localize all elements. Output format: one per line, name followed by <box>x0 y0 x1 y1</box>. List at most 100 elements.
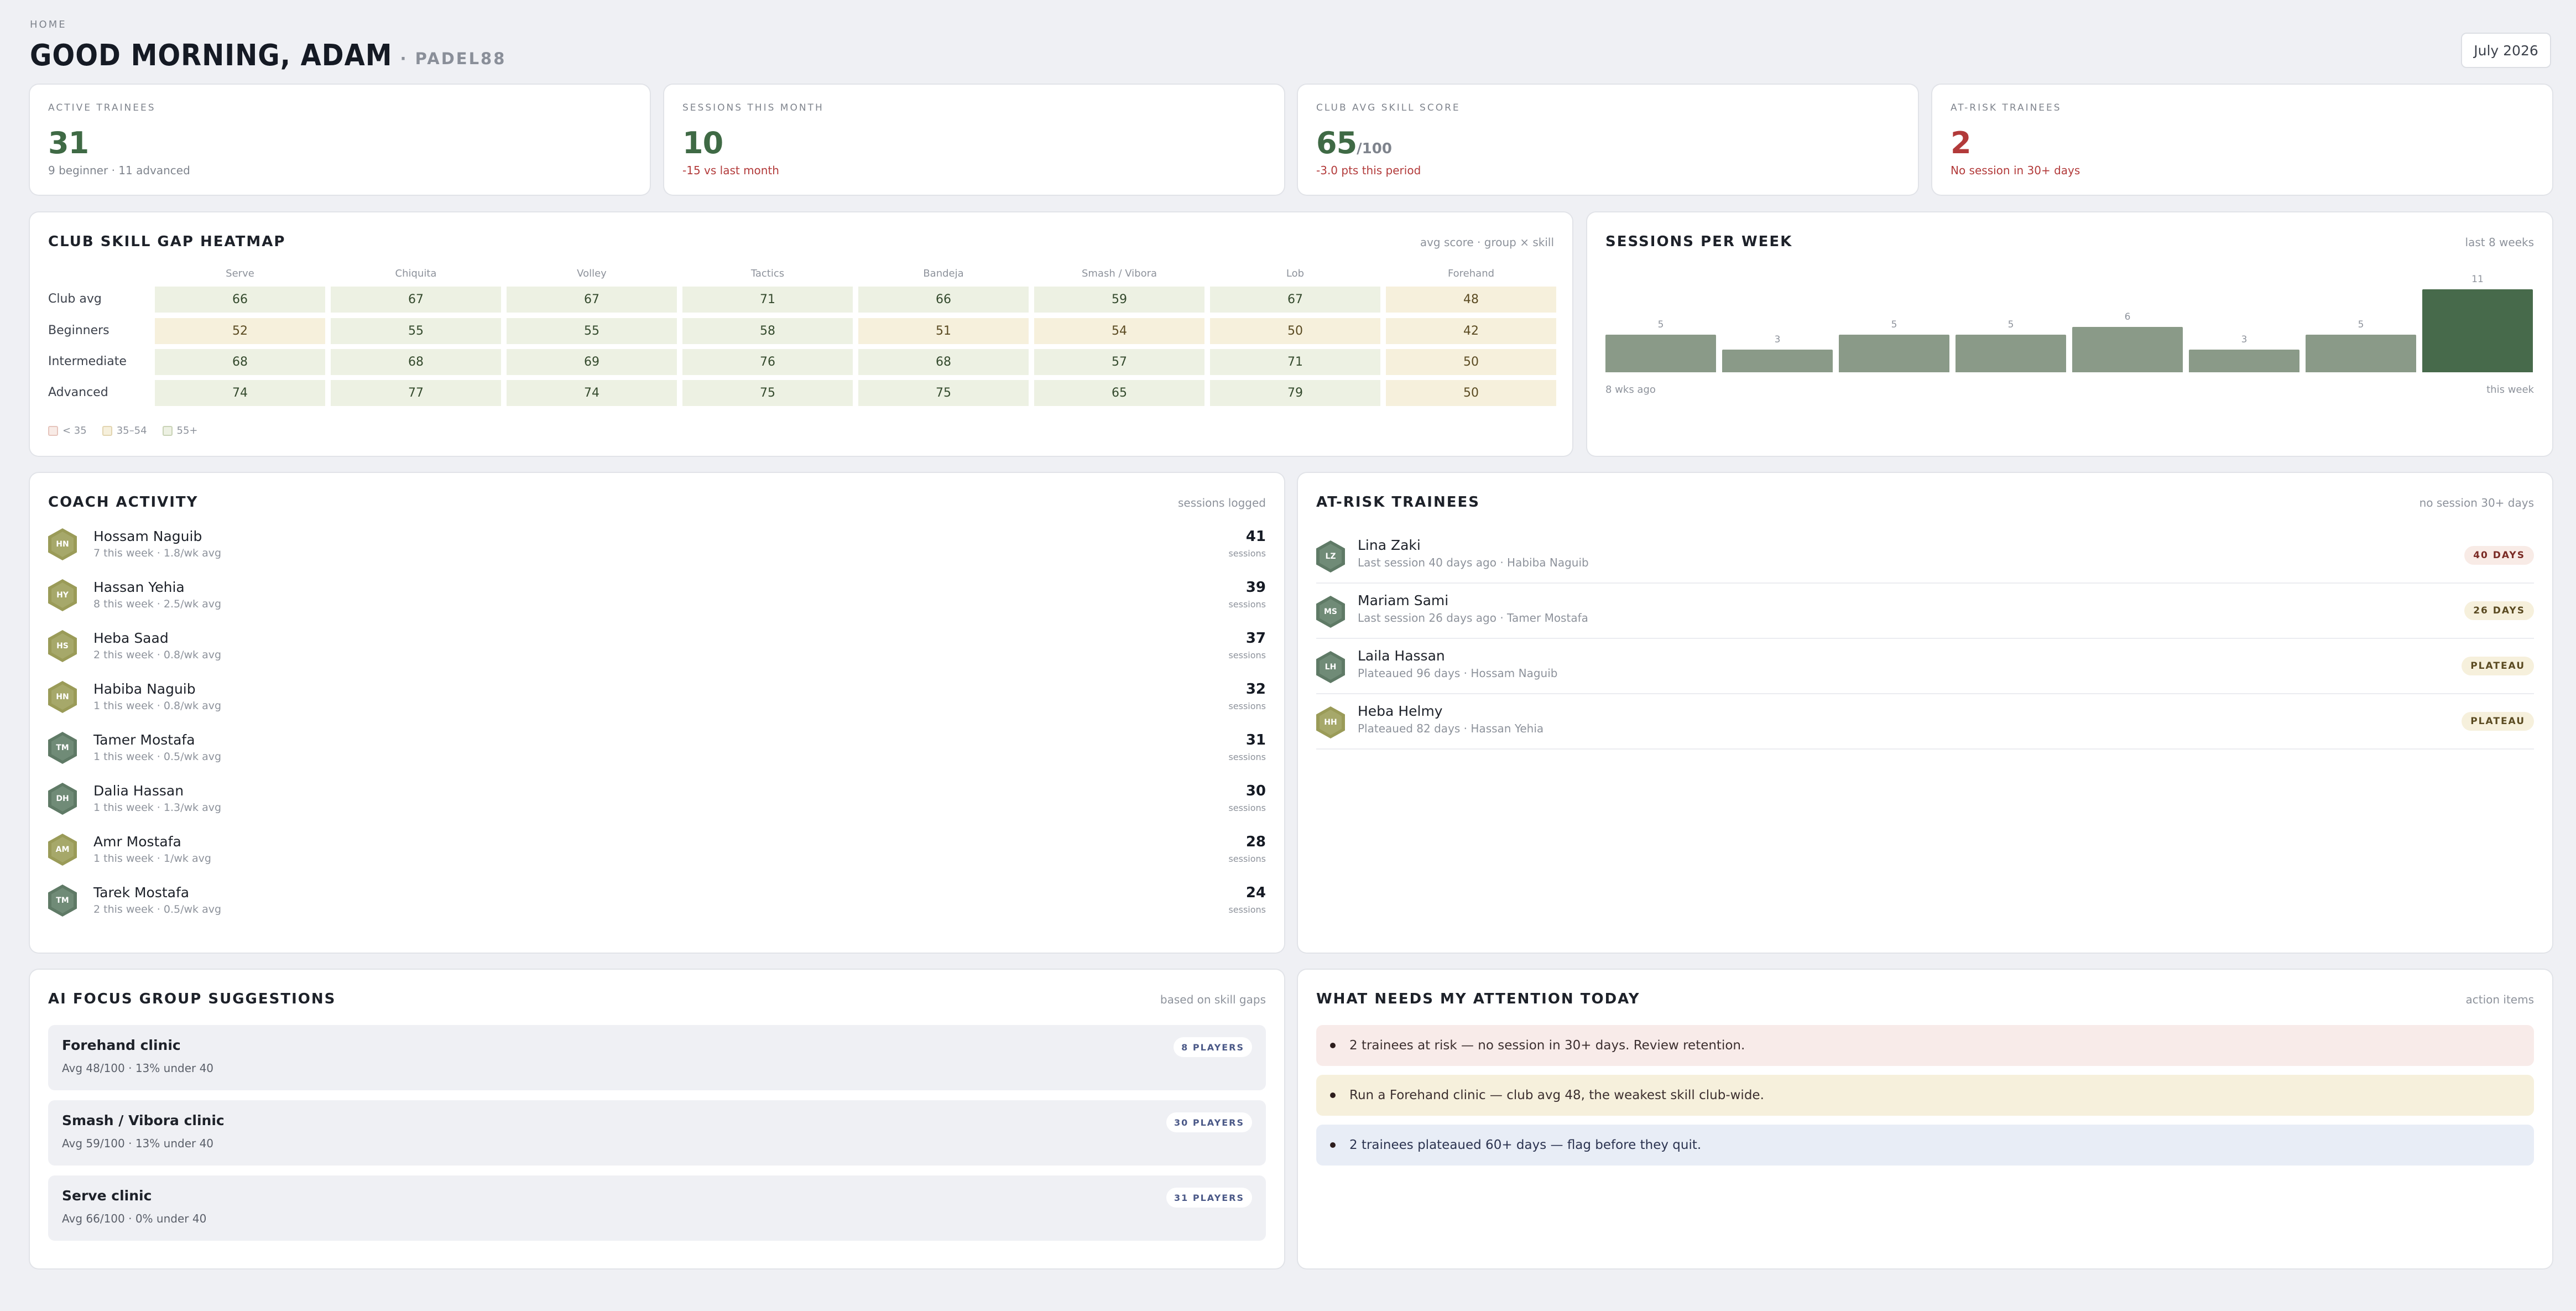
status-badge: 26 DAYS <box>2464 601 2534 620</box>
heatmap-cell[interactable]: 69 <box>507 349 677 375</box>
attention-item[interactable]: 2 trainees plateaued 60+ days — flag bef… <box>1316 1125 2534 1166</box>
suggestion-item[interactable]: Forehand clinic Avg 48/100 · 13% under 40… <box>48 1025 1266 1090</box>
coach-row[interactable]: HN Hossam Naguib 7 this week · 1.8/wk avg 4… <box>48 528 1266 579</box>
avatar-initials: AM <box>51 837 74 862</box>
coach-row[interactable]: TM Tarek Mostafa 2 this week · 0.5/wk avg 2… <box>48 885 1266 935</box>
kpi-value: 65/100 <box>1316 126 1392 160</box>
heatmap-cell[interactable]: 55 <box>331 318 501 344</box>
week-bar-value-label: 5 <box>2358 319 2364 330</box>
suggestion-item[interactable]: Smash / Vibora clinic Avg 59/100 · 13% un… <box>48 1100 1266 1166</box>
at-risk-row[interactable]: LZ Lina Zaki Last session 40 days ago · Ha… <box>1316 528 2534 584</box>
trainee-subtitle: Last session 40 days ago · Habiba Naguib <box>1358 556 1589 569</box>
heatmap-cell[interactable]: 68 <box>858 349 1029 375</box>
coach-row[interactable]: AM Amr Mostafa 1 this week · 1/wk avg 28 ses… <box>48 834 1266 885</box>
coach-session-count: 30 <box>1245 783 1266 799</box>
breadcrumb[interactable]: HOME <box>30 19 67 30</box>
week-bar[interactable] <box>1722 350 1833 372</box>
month-select-button[interactable]: July 2026 <box>2461 33 2551 68</box>
heatmap-cell[interactable]: 71 <box>682 287 853 313</box>
heatmap-cell[interactable]: 48 <box>1386 287 1556 313</box>
avatar: DH <box>48 783 77 815</box>
week-bar-value-label: 3 <box>2241 334 2248 345</box>
heatmap-cell[interactable]: 67 <box>331 287 501 313</box>
suggestion-item[interactable]: Serve clinic Avg 66/100 · 0% under 40 31 P… <box>48 1175 1266 1241</box>
coach-row[interactable]: DH Dalia Hassan 1 this week · 1.3/wk avg 30… <box>48 783 1266 834</box>
at-risk-title: AT-RISK TRAINEES <box>1316 494 1480 511</box>
legend-label-low: < 35 <box>62 425 87 436</box>
week-bar-value-label: 3 <box>1774 334 1781 345</box>
coach-session-unit: sessions <box>1228 904 1266 915</box>
heatmap-cell[interactable]: 74 <box>155 380 325 406</box>
heatmap-cell[interactable]: 66 <box>155 287 325 313</box>
coach-row[interactable]: TM Tamer Mostafa 1 this week · 0.5/wk avg 3… <box>48 732 1266 783</box>
heatmap-cell[interactable]: 50 <box>1210 318 1380 344</box>
week-bar[interactable] <box>2072 327 2183 372</box>
coach-subtitle: 2 this week · 0.8/wk avg <box>93 649 222 661</box>
heatmap-cell[interactable]: 68 <box>155 349 325 375</box>
trainee-name: Heba Helmy <box>1358 703 1443 719</box>
heatmap-cell[interactable]: 67 <box>1210 287 1380 313</box>
heatmap-cell[interactable]: 67 <box>507 287 677 313</box>
avatar: HY <box>48 579 77 611</box>
heatmap-cell[interactable]: 50 <box>1386 349 1556 375</box>
heatmap-cell[interactable]: 51 <box>858 318 1029 344</box>
heatmap-cell[interactable]: 50 <box>1386 380 1556 406</box>
heatmap-cell[interactable]: 58 <box>682 318 853 344</box>
spw-meta: last 8 weeks <box>2465 236 2534 249</box>
coach-row[interactable]: HS Heba Saad 2 this week · 0.8/wk avg 37 ses… <box>48 630 1266 681</box>
avatar: HS <box>48 630 77 662</box>
heatmap-column-header: Lob <box>1286 268 1305 279</box>
coach-row[interactable]: HN Habiba Naguib 1 this week · 0.8/wk avg 3… <box>48 681 1266 732</box>
week-bar[interactable] <box>2306 335 2416 372</box>
heatmap-row-label: Club avg <box>48 292 102 306</box>
week-bar[interactable] <box>1605 335 1716 372</box>
heatmap-meta: avg score · group × skill <box>1420 236 1554 249</box>
coach-name: Hossam Naguib <box>93 528 202 544</box>
heatmap-cell[interactable]: 55 <box>507 318 677 344</box>
heatmap-cell[interactable]: 65 <box>1034 380 1204 406</box>
heatmap-cell[interactable]: 68 <box>331 349 501 375</box>
week-bar[interactable] <box>1839 335 1949 372</box>
heatmap-cell[interactable]: 75 <box>858 380 1029 406</box>
heatmap-cell[interactable]: 42 <box>1386 318 1556 344</box>
avatar: HN <box>48 528 77 560</box>
attention-item[interactable]: 2 trainees at risk — no session in 30+ d… <box>1316 1025 2534 1066</box>
coach-session-unit: sessions <box>1228 599 1266 610</box>
attention-text: 2 trainees at risk — no session in 30+ d… <box>1349 1038 1745 1053</box>
heatmap-cell[interactable]: 79 <box>1210 380 1380 406</box>
trainee-subtitle: Plateaued 82 days · Hassan Yehia <box>1358 722 1544 735</box>
at-risk-row[interactable]: LH Laila Hassan Plateaued 96 days · Hossam… <box>1316 639 2534 694</box>
coach-activity-meta: sessions logged <box>1178 496 1266 509</box>
week-bar-value-label: 11 <box>2471 274 2484 285</box>
heatmap-cell[interactable]: 59 <box>1034 287 1204 313</box>
spw-end-label: this week <box>2486 384 2534 396</box>
heatmap-cell[interactable]: 76 <box>682 349 853 375</box>
spw-title: SESSIONS PER WEEK <box>1605 233 1793 250</box>
heatmap-cell[interactable]: 71 <box>1210 349 1380 375</box>
kpi-card-sessions-month: SESSIONS THIS MONTH 10 -15 vs last month <box>664 85 1284 195</box>
at-risk-row[interactable]: HH Heba Helmy Plateaued 82 days · Hassan Y… <box>1316 694 2534 750</box>
suggestion-title: Smash / Vibora clinic <box>62 1112 225 1128</box>
heatmap-cell[interactable]: 66 <box>858 287 1029 313</box>
heatmap-cell[interactable]: 57 <box>1034 349 1204 375</box>
week-bar[interactable] <box>1956 335 2066 372</box>
heatmap-cell[interactable]: 75 <box>682 380 853 406</box>
week-bar-value-label: 5 <box>2007 319 2014 330</box>
coach-row[interactable]: HY Hassan Yehia 8 this week · 2.5/wk avg 39… <box>48 579 1266 630</box>
status-badge: PLATEAU <box>2462 712 2534 731</box>
avatar-initials: HH <box>1320 710 1342 735</box>
week-bar[interactable] <box>2189 350 2299 372</box>
kpi-note: No session in 30+ days <box>1951 164 2080 177</box>
heatmap-cell[interactable]: 74 <box>507 380 677 406</box>
at-risk-row[interactable]: MS Mariam Sami Last session 26 days ago · … <box>1316 584 2534 639</box>
heatmap-cell[interactable]: 77 <box>331 380 501 406</box>
sessions-per-week-card: SESSIONS PER WEEK last 8 weeks 5 3 5 5 6 3 5 11… <box>1587 212 2552 456</box>
status-badge: 40 DAYS <box>2464 546 2534 565</box>
heatmap-cell[interactable]: 54 <box>1034 318 1204 344</box>
avatar-initials: HS <box>51 633 74 659</box>
coach-name: Habiba Naguib <box>93 681 196 697</box>
week-bar[interactable] <box>2422 289 2533 372</box>
heatmap-title: CLUB SKILL GAP HEATMAP <box>48 233 286 250</box>
attention-item[interactable]: Run a Forehand clinic — club avg 48, the… <box>1316 1075 2534 1116</box>
heatmap-cell[interactable]: 52 <box>155 318 325 344</box>
